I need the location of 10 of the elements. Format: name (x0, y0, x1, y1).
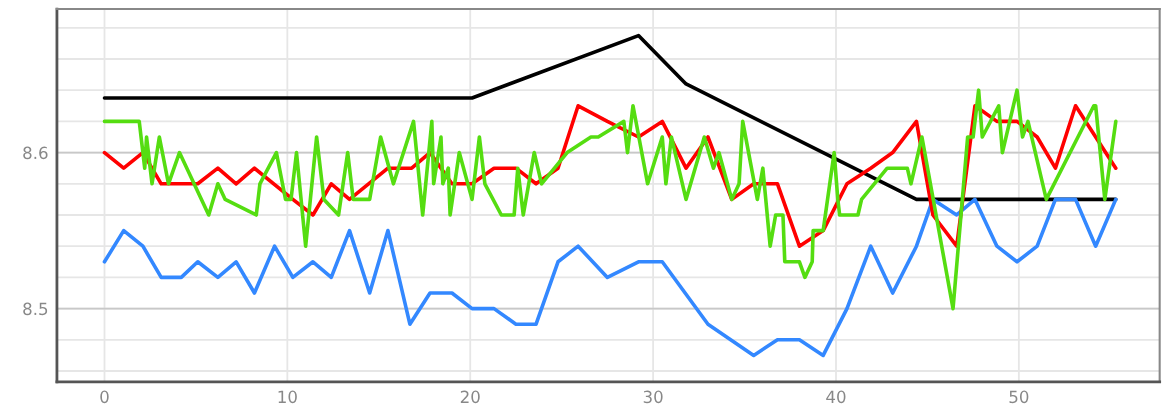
y-tick-label: 8.6 (23, 146, 48, 160)
line-series (102, 88, 1118, 311)
x-tick-label: 0 (100, 390, 109, 404)
x-tick-label: 50 (1009, 390, 1029, 404)
x-tick-label: 10 (278, 390, 297, 404)
x-tick-label: 20 (460, 390, 480, 404)
x-tick-label: 30 (643, 390, 663, 404)
line-series (102, 197, 1118, 358)
y-tick-label: 8.5 (23, 302, 48, 316)
x-tick-label: 40 (826, 390, 846, 404)
